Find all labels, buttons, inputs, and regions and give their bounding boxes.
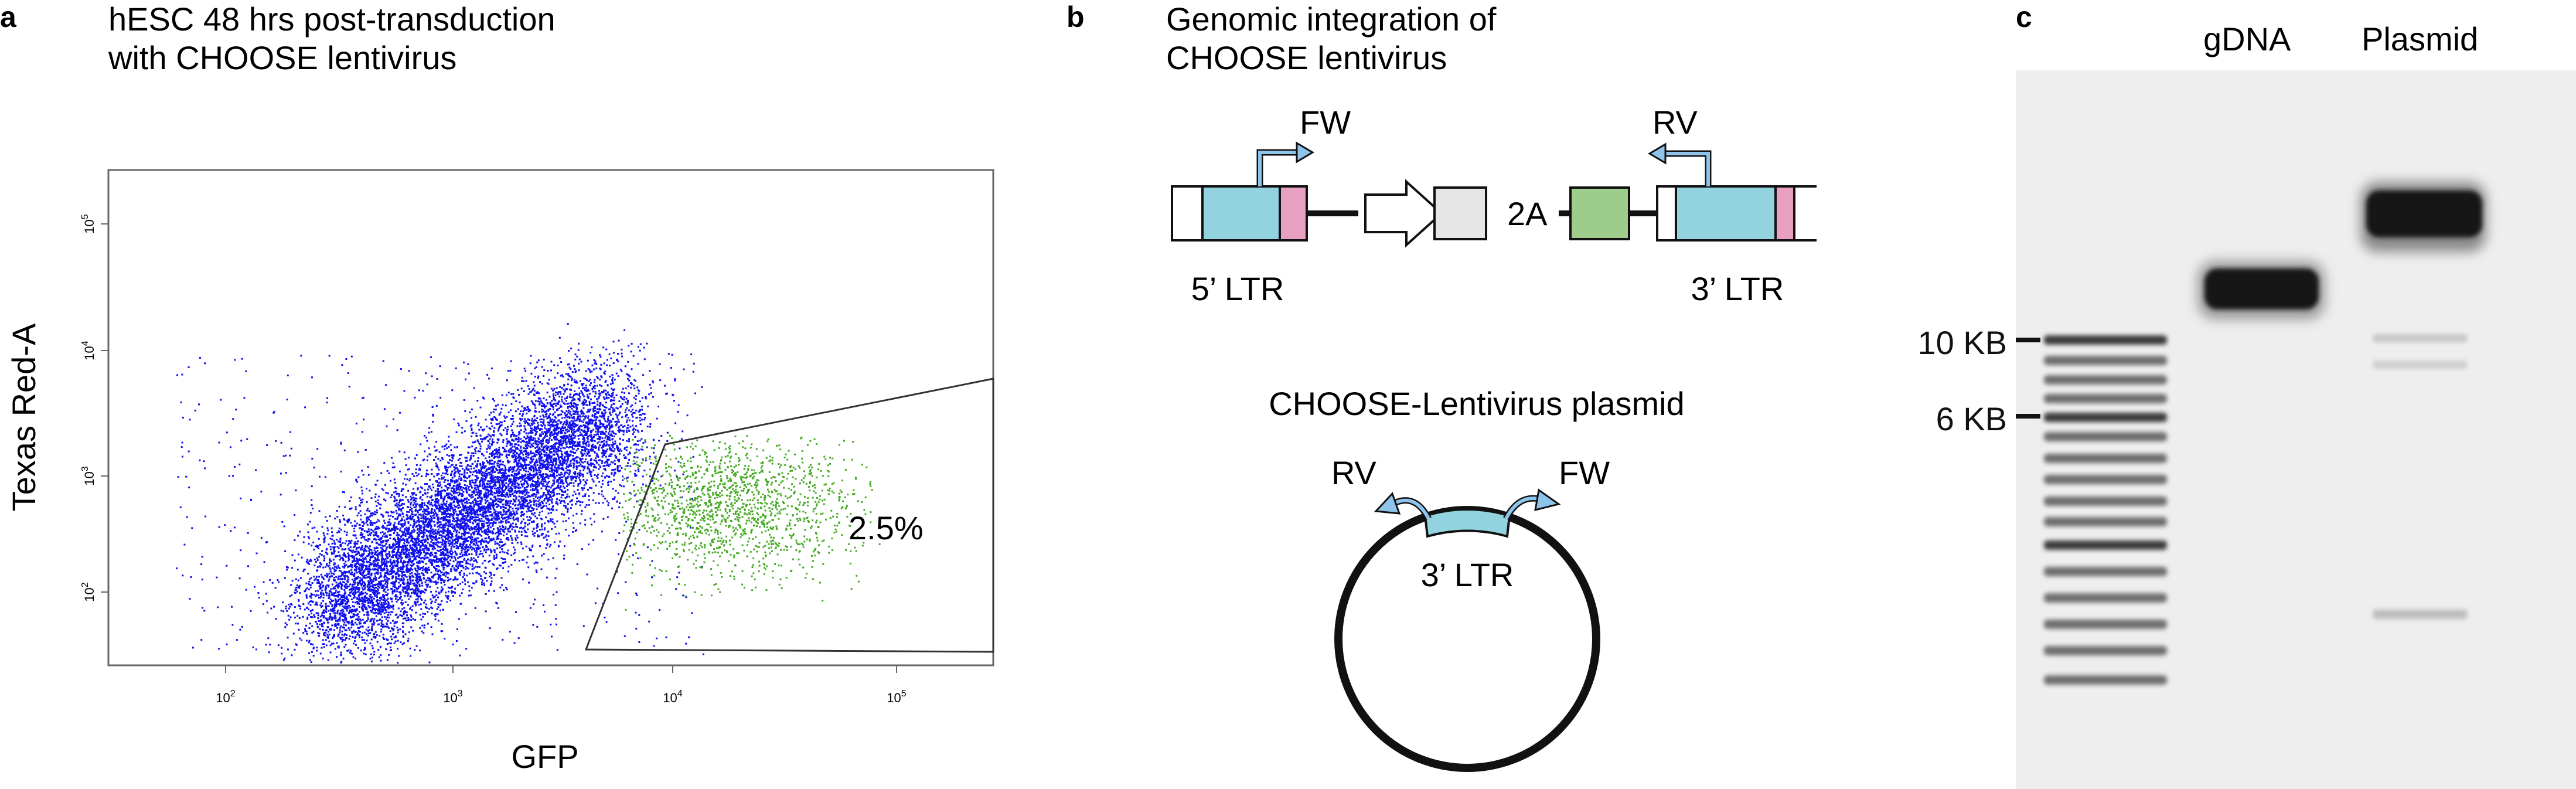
x-axis-ticks: 102 103 104 105 xyxy=(216,689,906,705)
plasmid-fw-label: FW xyxy=(1559,454,1610,491)
panel-a-flow-plot: a hESC 48 hrs post-transduction with CHO… xyxy=(0,0,1008,789)
panel-a-letter: a xyxy=(0,1,17,33)
y-tick-label: 105 xyxy=(80,214,97,233)
panel-b-title-line2: CHOOSE lentivirus xyxy=(1166,39,1447,76)
gdna-band xyxy=(2204,268,2319,310)
ladder-lane xyxy=(2044,335,2167,685)
ltr-3-box xyxy=(1656,185,1817,242)
lane-label-plasmid: Plasmid xyxy=(2362,21,2478,57)
flow-plot-svg: a hESC 48 hrs post-transduction with CHO… xyxy=(0,1,994,775)
panel-c-gel: c gDNA Plasmid 10 KB 6 KB xyxy=(1917,0,2576,789)
y-tick-label: 104 xyxy=(80,341,97,360)
plot-frame xyxy=(107,169,994,666)
x-tick-label: 103 xyxy=(443,689,462,705)
panel-c-letter: c xyxy=(2016,1,2032,33)
negative-population xyxy=(176,323,704,664)
grey-gene-box xyxy=(1433,186,1487,240)
ltr-5-box xyxy=(1171,185,1308,242)
fw-primer-arrow-outline xyxy=(1256,149,1298,186)
panel-b-letter: b xyxy=(1066,1,1085,33)
plasmid-faint-band xyxy=(2373,361,2467,369)
y-axis-ticks: 102 103 104 105 xyxy=(80,214,97,601)
panel-b-diagram: b Genomic integration of CHOOSE lentivir… xyxy=(1066,0,1817,789)
plasmid-fw-arrowhead xyxy=(1534,488,1561,512)
panel-a-title-line2: with CHOOSE lentivirus xyxy=(108,39,456,76)
rv-label: RV xyxy=(1652,104,1698,141)
construct-diagram-svg: b Genomic integration of CHOOSE lentivir… xyxy=(1066,1,1817,772)
plasmid-faint-band xyxy=(2373,334,2467,342)
marker-10kb-label: 10 KB xyxy=(1917,324,2007,361)
panel-b-title-line1: Genomic integration of xyxy=(1166,1,1497,38)
rv-primer-arrowhead xyxy=(1648,142,1667,165)
tick-marks xyxy=(101,223,897,673)
element-2a: 2A xyxy=(1507,195,1548,232)
plasmid-title: CHOOSE-Lentivirus plasmid xyxy=(1269,385,1685,422)
lane-label-gdna: gDNA xyxy=(2203,21,2291,57)
rv-primer-arrow xyxy=(1664,152,1710,186)
ltr-3-label: 3’ LTR xyxy=(1691,270,1784,307)
plasmid-ltr-label: 3’ LTR xyxy=(1421,556,1514,593)
plasmid-rv-label: RV xyxy=(1331,454,1376,491)
x-axis-label: GFP xyxy=(511,738,578,775)
fw-primer-arrow xyxy=(1258,151,1298,186)
plasmid-band xyxy=(2366,191,2482,237)
y-tick-label: 103 xyxy=(80,466,97,485)
gel-svg: c gDNA Plasmid xyxy=(2016,1,2576,789)
marker-6kb-label: 6 KB xyxy=(1936,400,2007,437)
plasmid-rv-arrow xyxy=(1393,498,1430,520)
promoter-arrow xyxy=(1364,179,1443,248)
fw-label: FW xyxy=(1300,104,1351,141)
gfp-positive-population xyxy=(621,434,881,611)
green-gene-box xyxy=(1569,186,1630,240)
y-tick-label: 102 xyxy=(80,582,97,601)
plasmid-ltr-segment xyxy=(1423,508,1511,538)
plasmid-rv-arrowhead xyxy=(1374,492,1401,515)
plasmid-circle xyxy=(1334,506,1600,772)
panel-a-title-line1: hESC 48 hrs post-transduction xyxy=(108,1,556,38)
gfp-gate xyxy=(584,378,994,653)
plasmid-faint-band xyxy=(2373,610,2467,619)
x-tick-label: 105 xyxy=(887,689,906,705)
gate-percent: 2.5% xyxy=(849,509,924,546)
x-tick-label: 102 xyxy=(216,689,235,705)
x-tick-label: 104 xyxy=(663,689,682,705)
ltr-5-label: 5’ LTR xyxy=(1191,270,1284,307)
y-axis-label: Texas Red-A xyxy=(5,323,42,511)
fw-primer-arrowhead xyxy=(1296,141,1314,164)
rv-primer-arrow-outline xyxy=(1664,150,1712,186)
